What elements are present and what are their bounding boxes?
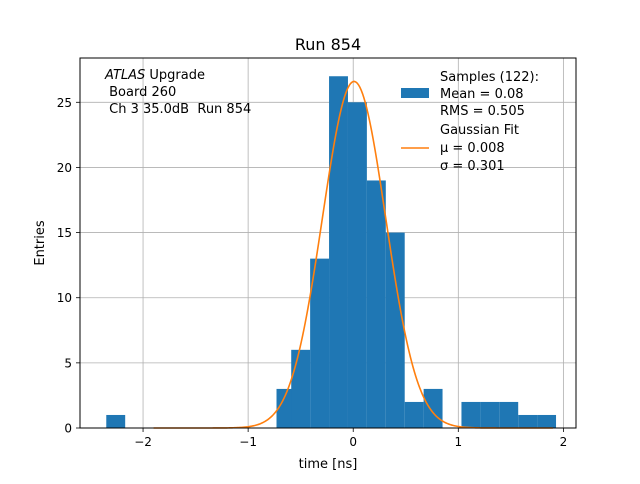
histogram-bar [404, 401, 424, 428]
y-axis-label: Entries [33, 220, 48, 266]
histogram-bar [106, 414, 126, 428]
histogram-bar [480, 401, 500, 428]
annotation-upgrade: Upgrade [145, 68, 205, 83]
x-tick-label: −2 [134, 435, 152, 449]
x-axis-label: time [ns] [299, 457, 358, 472]
legend-samples-line: Samples (122): [440, 70, 539, 85]
x-tick-label: 1 [454, 435, 462, 449]
x-tick-label: 0 [349, 435, 357, 449]
histogram-bar [537, 414, 557, 428]
y-axis-ticks: 0 5 10 15 20 25 [57, 96, 80, 436]
y-tick-label: 0 [64, 422, 72, 436]
legend-mean-line: Mean = 0.08 [440, 87, 524, 102]
histogram-bar [385, 232, 405, 428]
y-tick-label: 20 [57, 161, 72, 175]
histogram-bar [499, 401, 519, 428]
x-tick-label: 2 [560, 435, 568, 449]
legend: Samples (122): Mean = 0.08 RMS = 0.505 G… [401, 70, 539, 174]
annotation-line-2: Board 260 [105, 85, 176, 100]
y-tick-label: 5 [64, 356, 72, 370]
histogram-bar [518, 414, 538, 428]
legend-fit-title: Gaussian Fit [440, 123, 519, 138]
histogram-bar [276, 388, 296, 428]
histogram-bar [423, 388, 443, 428]
histogram-bar [366, 180, 386, 428]
histogram-bar [347, 102, 367, 428]
y-tick-label: 15 [57, 226, 72, 240]
x-tick-label: −1 [239, 435, 257, 449]
histogram-bar [329, 76, 348, 428]
histogram-bar [310, 258, 330, 428]
histogram-bar [291, 349, 311, 428]
histogram-bar [461, 401, 481, 428]
y-tick-label: 10 [57, 291, 72, 305]
annotation-atlas-italic: ATLAS [104, 68, 145, 83]
x-axis-ticks: −2 −1 0 1 2 [134, 428, 567, 449]
annotation-line-3: Ch 3 35.0dB Run 854 [105, 102, 251, 117]
annotation-line-1: ATLAS Upgrade [104, 68, 205, 83]
legend-rms-line: RMS = 0.505 [440, 104, 525, 119]
chart-title: Run 854 [295, 35, 361, 54]
legend-mu-line: μ = 0.008 [440, 141, 505, 156]
legend-samples-swatch [401, 88, 429, 98]
atlas-annotation: ATLAS Upgrade Board 260 Ch 3 35.0dB Run … [104, 68, 251, 117]
y-tick-label: 25 [57, 96, 72, 110]
legend-sigma-line: σ = 0.301 [440, 159, 505, 174]
plot-frame [79, 57, 577, 429]
histogram-bars [106, 76, 557, 428]
